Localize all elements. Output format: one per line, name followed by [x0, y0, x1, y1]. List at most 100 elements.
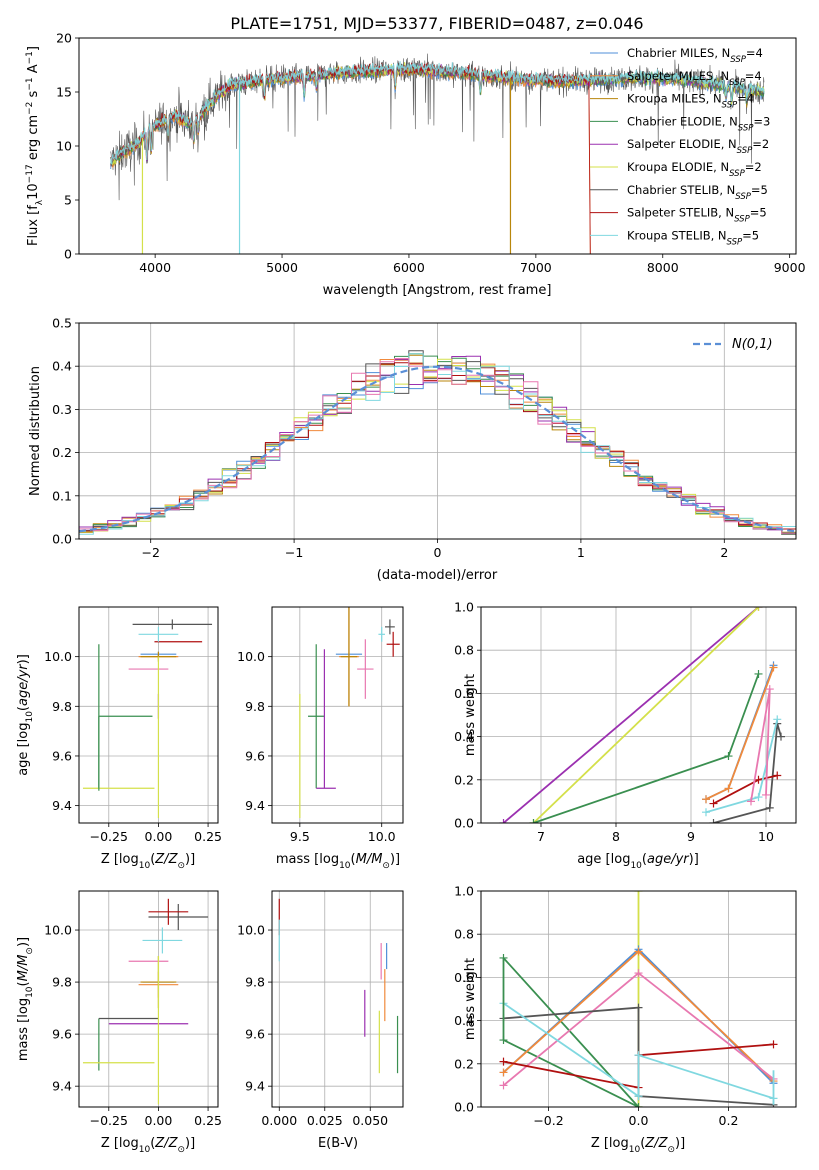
weight-line-kroupa-stelib: [502, 1002, 774, 1100]
x-tick-label: 10: [758, 829, 774, 844]
weight-point: [709, 819, 718, 823]
label-part: mass [log: [16, 998, 31, 1061]
gaussian-reference-line: [79, 365, 796, 533]
legend-count: =4: [737, 92, 754, 106]
label-part: −1: [25, 77, 35, 90]
legend-label-chabrier-elodie: Chabrier ELODIE, NSSP=3: [627, 114, 770, 133]
weight-point: [499, 1057, 508, 1066]
x-tick-label: 6000: [393, 260, 425, 275]
y-tick-label: 0.4: [52, 359, 72, 374]
legend-subscript: SSP: [734, 215, 750, 225]
x-tick-label: 7: [537, 829, 545, 844]
y-tick-label: 9.8: [52, 975, 72, 990]
y-tick-label: 9.4: [52, 798, 72, 813]
plot-area: [82, 619, 213, 819]
y-tick-label: 9.4: [52, 1079, 72, 1094]
label-part: (: [640, 1136, 645, 1151]
label-part: 10: [139, 861, 151, 871]
label-part: λ: [35, 199, 45, 205]
y-axis-label: mass weight: [463, 958, 478, 1040]
weight-point: [499, 819, 508, 823]
age-vs-mass-panel: 9.5 10.0 9.4 9.6 9.8 10.0 mass [log10(M/M⊙)]: [237, 606, 404, 871]
y-tick-label: 10: [56, 139, 72, 154]
y-tick-label: 9.4: [245, 798, 265, 813]
label-part: A: [26, 64, 41, 77]
label-part: )]: [390, 852, 400, 867]
legend-text: Salpeter MILES, N: [627, 69, 729, 83]
weight-point: [499, 1081, 508, 1090]
x-axis-label: Z [log10(Z/Z⊙)]: [591, 1136, 685, 1155]
legend-subscript: SSP: [729, 169, 745, 179]
label-part: ⊙: [382, 861, 390, 871]
residuals-panel: −2 −1 0 1 2 0.0 0.1 0.2 0.3 0.4 0.5 N(0,1) (data-mod…: [28, 316, 797, 583]
x-axis-label: wavelength [Angstrom, rest frame]: [323, 283, 552, 298]
x-axis-label: age [log10(age/yr)]: [577, 852, 699, 871]
legend-text: Chabrier STELIB, N: [627, 183, 735, 197]
legend-label-kroupa-stelib: Kroupa STELIB, NSSP=5: [627, 228, 759, 247]
label-part: −2: [25, 102, 35, 115]
x-tick-label: 4000: [139, 260, 171, 275]
weight-point: [724, 752, 733, 761]
label-part: Flux [f: [26, 205, 41, 246]
label-part: Z/Z: [154, 852, 178, 867]
label-part: age [log: [577, 852, 630, 867]
x-tick-label: 8000: [647, 260, 679, 275]
legend-count: =4: [745, 69, 762, 83]
label-part: ⊙: [667, 1145, 675, 1155]
histogram-pink: [79, 358, 796, 535]
legend-count: =2: [752, 137, 769, 151]
y-tick-label: 0.4: [454, 729, 474, 744]
label-part: )]: [185, 852, 195, 867]
label-part: )]: [185, 1136, 195, 1151]
x-tick-label: −0.25: [90, 1113, 128, 1128]
x-tick-label: 0.2: [719, 1113, 739, 1128]
plot-area: [278, 898, 399, 1074]
weight-point: [777, 732, 785, 741]
legend-text: Salpeter ELODIE, N: [627, 137, 737, 151]
y-tick-label: 9.4: [245, 1079, 265, 1094]
x-tick-label: 0.25: [194, 1113, 222, 1128]
label-part: ]: [26, 46, 41, 51]
x-tick-label: 0.050: [352, 1113, 388, 1128]
y-tick-label: 0.0: [52, 532, 72, 547]
x-tick-label: 0.00: [145, 829, 173, 844]
weight-line-chabrier-elodie: [502, 957, 640, 1107]
x-axis-label: Z [log10(Z/Z⊙)]: [101, 852, 195, 871]
legend-subscript: SSP: [722, 101, 738, 111]
label-part: age/yr: [647, 852, 690, 867]
legend-label-salpeter-elodie: Salpeter ELODIE, NSSP=2: [627, 137, 769, 156]
x-tick-label: 0.025: [307, 1113, 343, 1128]
weight-point: [634, 1103, 643, 1107]
y-tick-label: 9.6: [52, 1027, 72, 1042]
label-part: mass [log: [276, 852, 339, 867]
axes-frame: [271, 606, 404, 824]
legend-subscript: SSP: [730, 55, 746, 65]
y-tick-label: 20: [56, 31, 72, 46]
y-tick-label: 10.0: [44, 649, 72, 664]
y-tick-label: 10.0: [237, 649, 265, 664]
weight-point: [499, 1068, 508, 1077]
legend-label-kroupa-miles: Kroupa MILES, NSSP=4: [627, 92, 754, 111]
y-tick-label: 0.6: [454, 970, 474, 985]
weight-line-salpeter-elodie: [502, 607, 760, 823]
y-tick-label: 0.2: [454, 772, 474, 787]
legend-subscript: SSP: [737, 146, 753, 156]
y-tick-label: 10.0: [237, 923, 265, 938]
weight-point: [762, 790, 770, 799]
weight-point: [754, 775, 763, 784]
legend-text: Kroupa ELODIE, N: [627, 160, 729, 174]
y-axis-label: Normed distribution: [28, 366, 43, 496]
y-tick-label: 0.6: [454, 686, 474, 701]
label-part: −1: [25, 51, 35, 64]
legend-count: =4: [746, 46, 763, 60]
legend-text: Chabrier ELODIE, N: [627, 114, 738, 128]
label-part: Z/Z: [154, 1136, 178, 1151]
weight-point: [765, 685, 774, 694]
weight-line-kroupa-elodie: [532, 607, 760, 823]
label-part: (: [642, 852, 647, 867]
weight-point: [634, 969, 643, 978]
weight-point: [634, 1051, 643, 1060]
label-part: 10: [139, 1145, 151, 1155]
y-tick-label: 0.2: [454, 1056, 474, 1071]
